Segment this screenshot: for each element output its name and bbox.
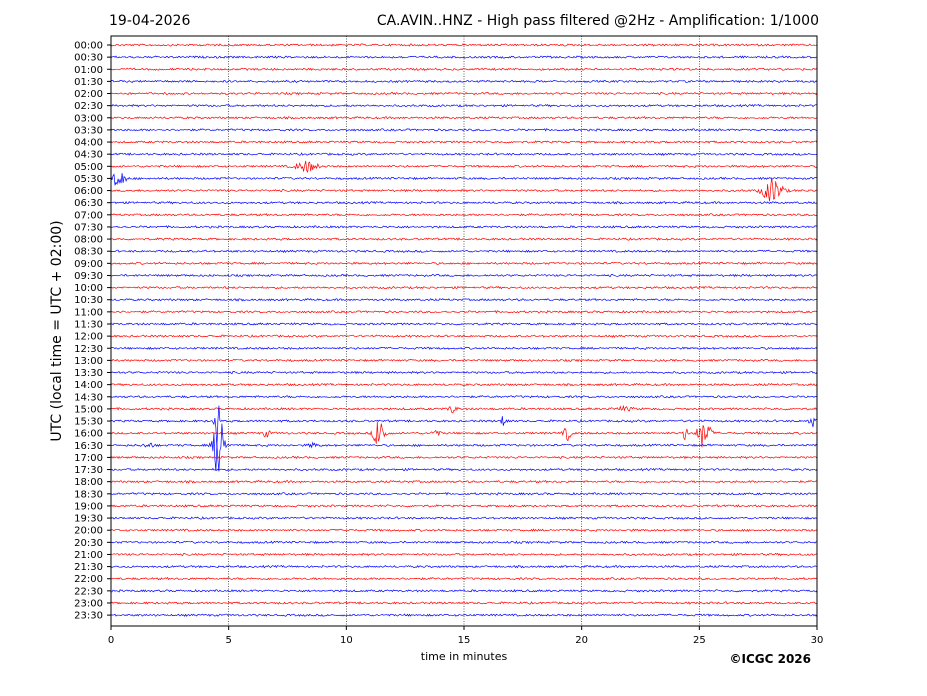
y-tick-label: 16:00	[74, 429, 103, 440]
trace-1930	[110, 516, 818, 520]
trace-2300	[110, 601, 818, 605]
y-tick-label: 01:00	[74, 65, 103, 76]
y-tick-label: 08:30	[74, 247, 103, 258]
y-tick-label: 02:30	[74, 101, 103, 112]
chart-title: CA.AVIN..HNZ - High pass filtered @2Hz -…	[377, 13, 819, 29]
trace-0700	[110, 213, 818, 217]
x-tick-label: 20	[575, 635, 588, 646]
x-tick-label: 10	[340, 635, 353, 646]
trace-0600	[110, 177, 818, 202]
y-tick-label: 08:00	[74, 235, 103, 246]
y-tick-label: 06:30	[74, 198, 103, 209]
y-axis-label: UTC (local time = UTC + 02:00)	[49, 220, 65, 441]
y-tick-label: 00:30	[74, 53, 103, 64]
y-tick-label: 18:30	[74, 489, 103, 500]
x-tick-label: 15	[458, 635, 471, 646]
y-tick-label: 11:00	[74, 307, 103, 318]
y-tick-label: 04:30	[74, 150, 103, 161]
y-tick-label: 09:30	[74, 271, 103, 282]
x-tick-label: 5	[225, 635, 231, 646]
y-tick-label: 10:00	[74, 283, 103, 294]
chart-date: 19-04-2026	[109, 13, 190, 29]
trace-0330	[110, 128, 818, 132]
trace-2200	[110, 576, 818, 581]
y-tick-label: 22:00	[74, 574, 103, 585]
y-tick-label: 05:00	[74, 162, 103, 173]
trace-0230	[110, 103, 818, 108]
y-tick-label: 21:30	[74, 562, 103, 573]
y-tick-label: 07:00	[74, 210, 103, 221]
y-tick-label: 07:30	[74, 222, 103, 233]
y-tick-label: 10:30	[74, 295, 103, 306]
y-tick-label: 09:00	[74, 259, 103, 270]
trace-0630	[110, 200, 818, 205]
y-tick-label: 03:00	[74, 113, 103, 124]
trace-0000	[110, 43, 818, 47]
y-tick-label: 12:30	[74, 344, 103, 355]
y-tick-label: 21:00	[74, 550, 103, 561]
x-tick-label: 30	[811, 635, 824, 646]
y-tick-label: 23:30	[74, 611, 103, 622]
y-tick-label: 03:30	[74, 125, 103, 136]
y-tick-label: 20:00	[74, 526, 103, 537]
y-tick-label: 15:00	[74, 404, 103, 415]
trace-0930	[110, 273, 818, 278]
y-tick-label: 17:30	[74, 465, 103, 476]
y-tick-label: 16:30	[74, 441, 103, 452]
y-tick-label: 23:00	[74, 598, 103, 609]
vertical-grid	[228, 36, 700, 626]
y-tick-label: 13:30	[74, 368, 103, 379]
y-tick-label: 13:00	[74, 356, 103, 367]
copyright-label: ©ICGC 2026	[729, 652, 811, 666]
x-axis-label: time in minutes	[421, 650, 508, 663]
y-tick-label: 05:30	[74, 174, 103, 185]
y-tick-label: 22:30	[74, 586, 103, 597]
y-tick-label: 01:30	[74, 77, 103, 88]
y-tick-label: 19:00	[74, 501, 103, 512]
y-tick-label: 12:00	[74, 332, 103, 343]
trace-1630	[110, 423, 818, 472]
trace-2330	[110, 613, 818, 617]
y-tick-label: 11:30	[74, 319, 103, 330]
x-axis-ticks: 0 5 10 15 20 25 30	[108, 626, 824, 646]
y-tick-label: 19:30	[74, 514, 103, 525]
y-tick-label: 04:00	[74, 138, 103, 149]
y-tick-label: 18:00	[74, 477, 103, 488]
y-axis-ticks: 00:0000:3001:0001:3002:0002:3003:0003:30…	[74, 41, 111, 622]
y-tick-label: 15:30	[74, 417, 103, 428]
y-tick-label: 02:00	[74, 89, 103, 100]
y-tick-label: 14:00	[74, 380, 103, 391]
y-tick-label: 17:00	[74, 453, 103, 464]
x-tick-label: 25	[693, 635, 706, 646]
y-tick-label: 14:30	[74, 392, 103, 403]
x-tick-label: 0	[108, 635, 114, 646]
y-tick-label: 20:30	[74, 538, 103, 549]
y-tick-label: 00:00	[74, 41, 103, 52]
seismic-traces	[110, 43, 818, 617]
y-tick-label: 06:00	[74, 186, 103, 197]
trace-1300	[110, 358, 818, 363]
trace-1000	[110, 285, 818, 290]
trace-0300	[110, 116, 818, 120]
